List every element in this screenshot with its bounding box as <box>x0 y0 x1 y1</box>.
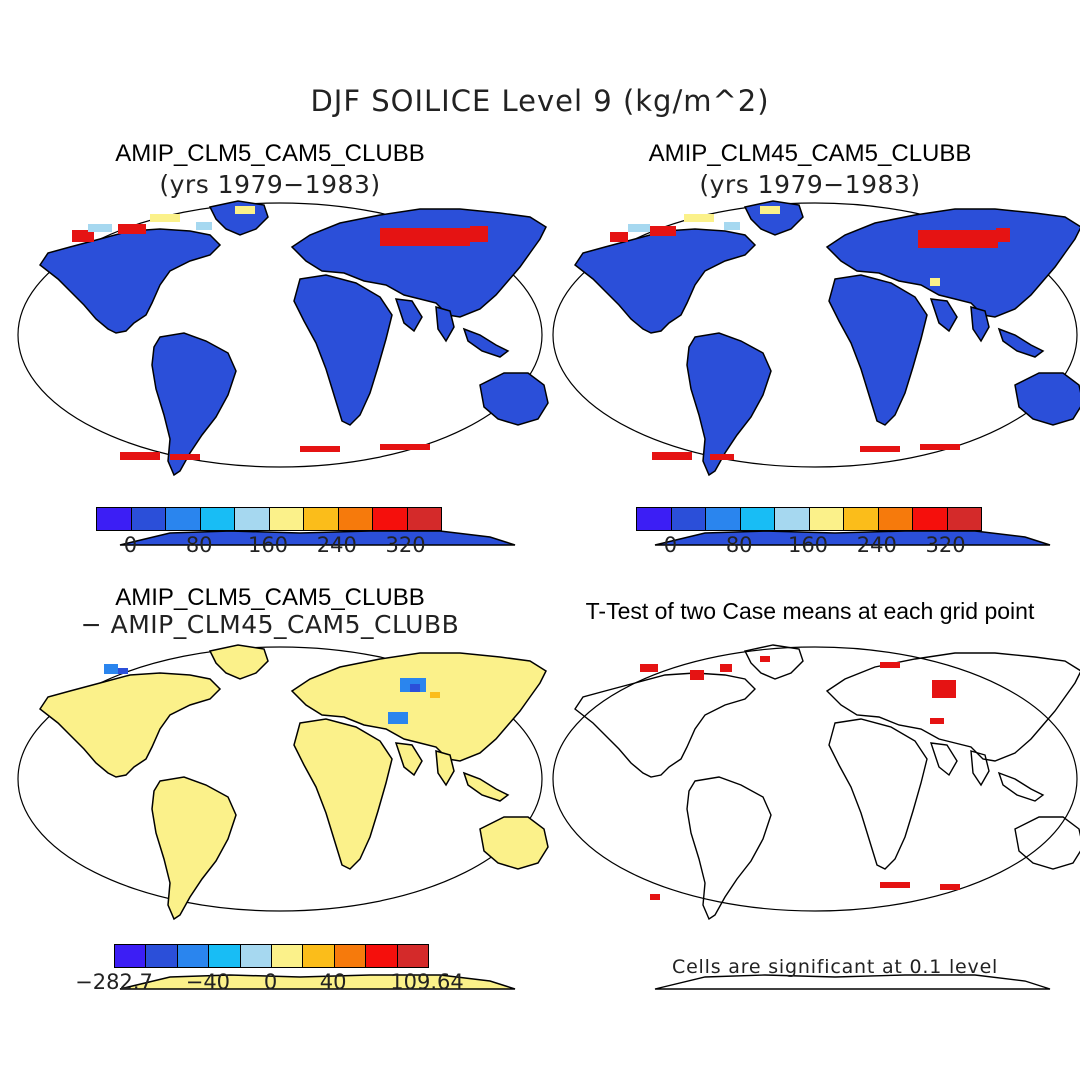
colorbar-swatch <box>177 945 210 967</box>
colorbar-tick-label: 0 <box>663 533 678 557</box>
colorbar-tick-label: 320 <box>925 533 966 557</box>
colorbar-swatch <box>809 508 844 530</box>
colorbar-swatch <box>303 945 335 967</box>
colorbar-swatch <box>304 508 339 530</box>
colorbar-swatch <box>844 508 879 530</box>
colorbar-swatch <box>209 945 241 967</box>
figure-title: DJF SOILICE Level 9 (kg/m^2) <box>310 84 770 118</box>
significant-cells-br <box>640 656 960 900</box>
colorbar-swatch <box>878 508 913 530</box>
colorbar-swatch <box>235 508 270 530</box>
colorbar-tick-label: 240 <box>856 533 897 557</box>
colorbar-swatch <box>913 508 948 530</box>
colorbar-ticks-top-right: 0 80 160 240 320 <box>636 533 980 559</box>
colorbar-tick-label: 0 <box>263 970 278 994</box>
significance-note: Cells are significant at 0.1 level <box>672 956 999 978</box>
colorbar-swatch <box>407 508 441 530</box>
colorbar-swatch <box>366 945 398 967</box>
colorbar-top-left <box>96 507 442 531</box>
panel-title-bottom-left: AMIP_CLM5_CAM5_CLUBB <box>115 584 425 611</box>
colorbar-swatch <box>397 945 429 967</box>
map-top-left <box>17 200 549 546</box>
colorbar-tick-label: −40 <box>185 970 231 994</box>
colorbar-tick-label: 240 <box>316 533 357 557</box>
colorbar-bottom-left <box>114 944 429 968</box>
colorbar-swatch <box>373 508 408 530</box>
hot-spots-tr <box>610 226 1010 460</box>
panel-title-top-right: AMIP_CLM45_CAM5_CLUBB <box>648 140 972 167</box>
colorbar-swatch <box>272 945 304 967</box>
map-top-right <box>552 200 1080 546</box>
colorbar-tick-label: 80 <box>725 533 753 557</box>
map-bottom-right <box>552 644 1080 990</box>
colorbar-swatch <box>115 945 147 967</box>
colorbar-swatch <box>240 945 273 967</box>
colorbar-tick-label: 40 <box>319 970 347 994</box>
map-bottom-left <box>17 644 549 990</box>
panel-subtitle-top-left: (yrs 1979−1983) <box>159 170 381 199</box>
colorbar-swatch <box>334 945 367 967</box>
colorbar-swatch <box>338 508 373 530</box>
colorbar-swatch <box>269 508 304 530</box>
colorbar-swatch <box>146 945 178 967</box>
colorbar-top-right <box>636 507 982 531</box>
panel-subtitle-bottom-left: − AMIP_CLM45_CAM5_CLUBB <box>80 610 460 639</box>
colorbar-swatch <box>775 508 810 530</box>
colorbar-swatch <box>637 508 672 530</box>
colorbar-swatch <box>706 508 741 530</box>
colorbar-swatch <box>166 508 201 530</box>
colorbar-ticks-bottom-left: −282.7 −40 0 40 109.64 <box>75 970 464 996</box>
colorbar-swatch <box>131 508 166 530</box>
colorbar-swatch <box>947 508 981 530</box>
panel-title-bottom-right: T-Test of two Case means at each grid po… <box>585 598 1035 624</box>
panel-title-top-left: AMIP_CLM5_CAM5_CLUBB <box>115 140 425 167</box>
colorbar-swatch <box>671 508 706 530</box>
colorbar-swatch <box>740 508 775 530</box>
colorbar-tick-label: −282.7 <box>75 970 153 994</box>
colorbar-tick-label: 160 <box>787 533 829 557</box>
colorbar-tick-label: 109.64 <box>390 970 464 994</box>
colorbar-tick-label: 320 <box>385 533 426 557</box>
colorbar-tick-label: 160 <box>247 533 289 557</box>
colorbar-tick-label: 80 <box>185 533 213 557</box>
colorbar-ticks-top-left: 0 80 160 240 320 <box>96 533 440 559</box>
panel-subtitle-top-right: (yrs 1979−1983) <box>699 170 921 199</box>
colorbar-swatch <box>200 508 235 530</box>
colorbar-swatch <box>97 508 132 530</box>
colorbar-tick-label: 0 <box>123 533 138 557</box>
hot-spots-tl <box>72 224 488 460</box>
